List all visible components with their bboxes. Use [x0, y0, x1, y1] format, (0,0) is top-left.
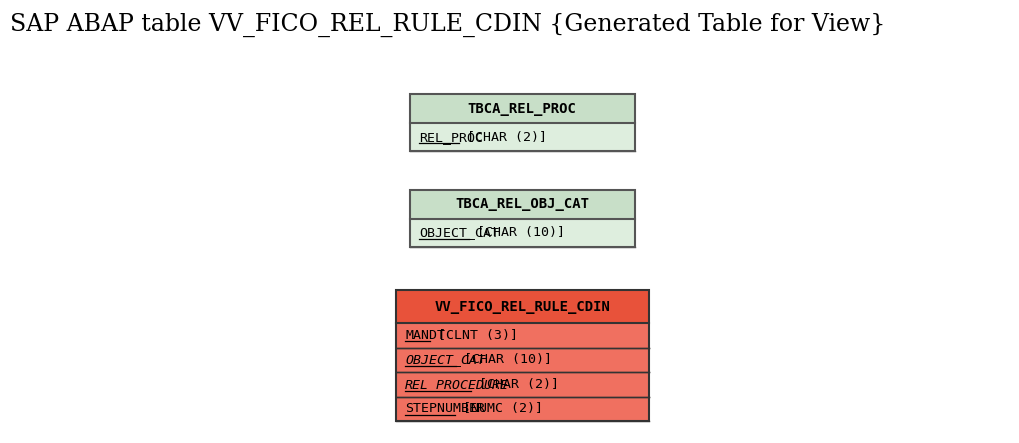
FancyBboxPatch shape [395, 323, 648, 348]
Text: TBCA_REL_OBJ_CAT: TBCA_REL_OBJ_CAT [455, 197, 589, 211]
Text: TBCA_REL_PROC: TBCA_REL_PROC [468, 101, 577, 116]
Text: REL_PROC: REL_PROC [419, 131, 483, 144]
FancyBboxPatch shape [395, 396, 648, 421]
Text: [CHAR (10)]: [CHAR (10)] [469, 226, 565, 239]
Text: [NUMC (2)]: [NUMC (2)] [455, 402, 543, 416]
FancyBboxPatch shape [410, 94, 635, 123]
Text: [CHAR (2)]: [CHAR (2)] [459, 131, 547, 144]
Text: OBJECT_CAT: OBJECT_CAT [406, 354, 485, 366]
Text: [CHAR (10)]: [CHAR (10)] [455, 354, 551, 366]
Text: [CHAR (2)]: [CHAR (2)] [471, 378, 558, 391]
Text: STEPNUMBER: STEPNUMBER [406, 402, 485, 416]
Text: [CLNT (3)]: [CLNT (3)] [430, 329, 519, 342]
FancyBboxPatch shape [410, 123, 635, 151]
FancyBboxPatch shape [395, 290, 648, 323]
Text: MANDT: MANDT [406, 329, 445, 342]
FancyBboxPatch shape [395, 348, 648, 372]
Text: OBJECT_CAT: OBJECT_CAT [419, 226, 499, 239]
Text: VV_FICO_REL_RULE_CDIN: VV_FICO_REL_RULE_CDIN [434, 299, 610, 314]
FancyBboxPatch shape [410, 218, 635, 247]
FancyBboxPatch shape [395, 372, 648, 396]
Text: SAP ABAP table VV_FICO_REL_RULE_CDIN {Generated Table for View}: SAP ABAP table VV_FICO_REL_RULE_CDIN {Ge… [10, 13, 886, 38]
FancyBboxPatch shape [410, 190, 635, 218]
Text: REL_PROCEDURE: REL_PROCEDURE [406, 378, 510, 391]
